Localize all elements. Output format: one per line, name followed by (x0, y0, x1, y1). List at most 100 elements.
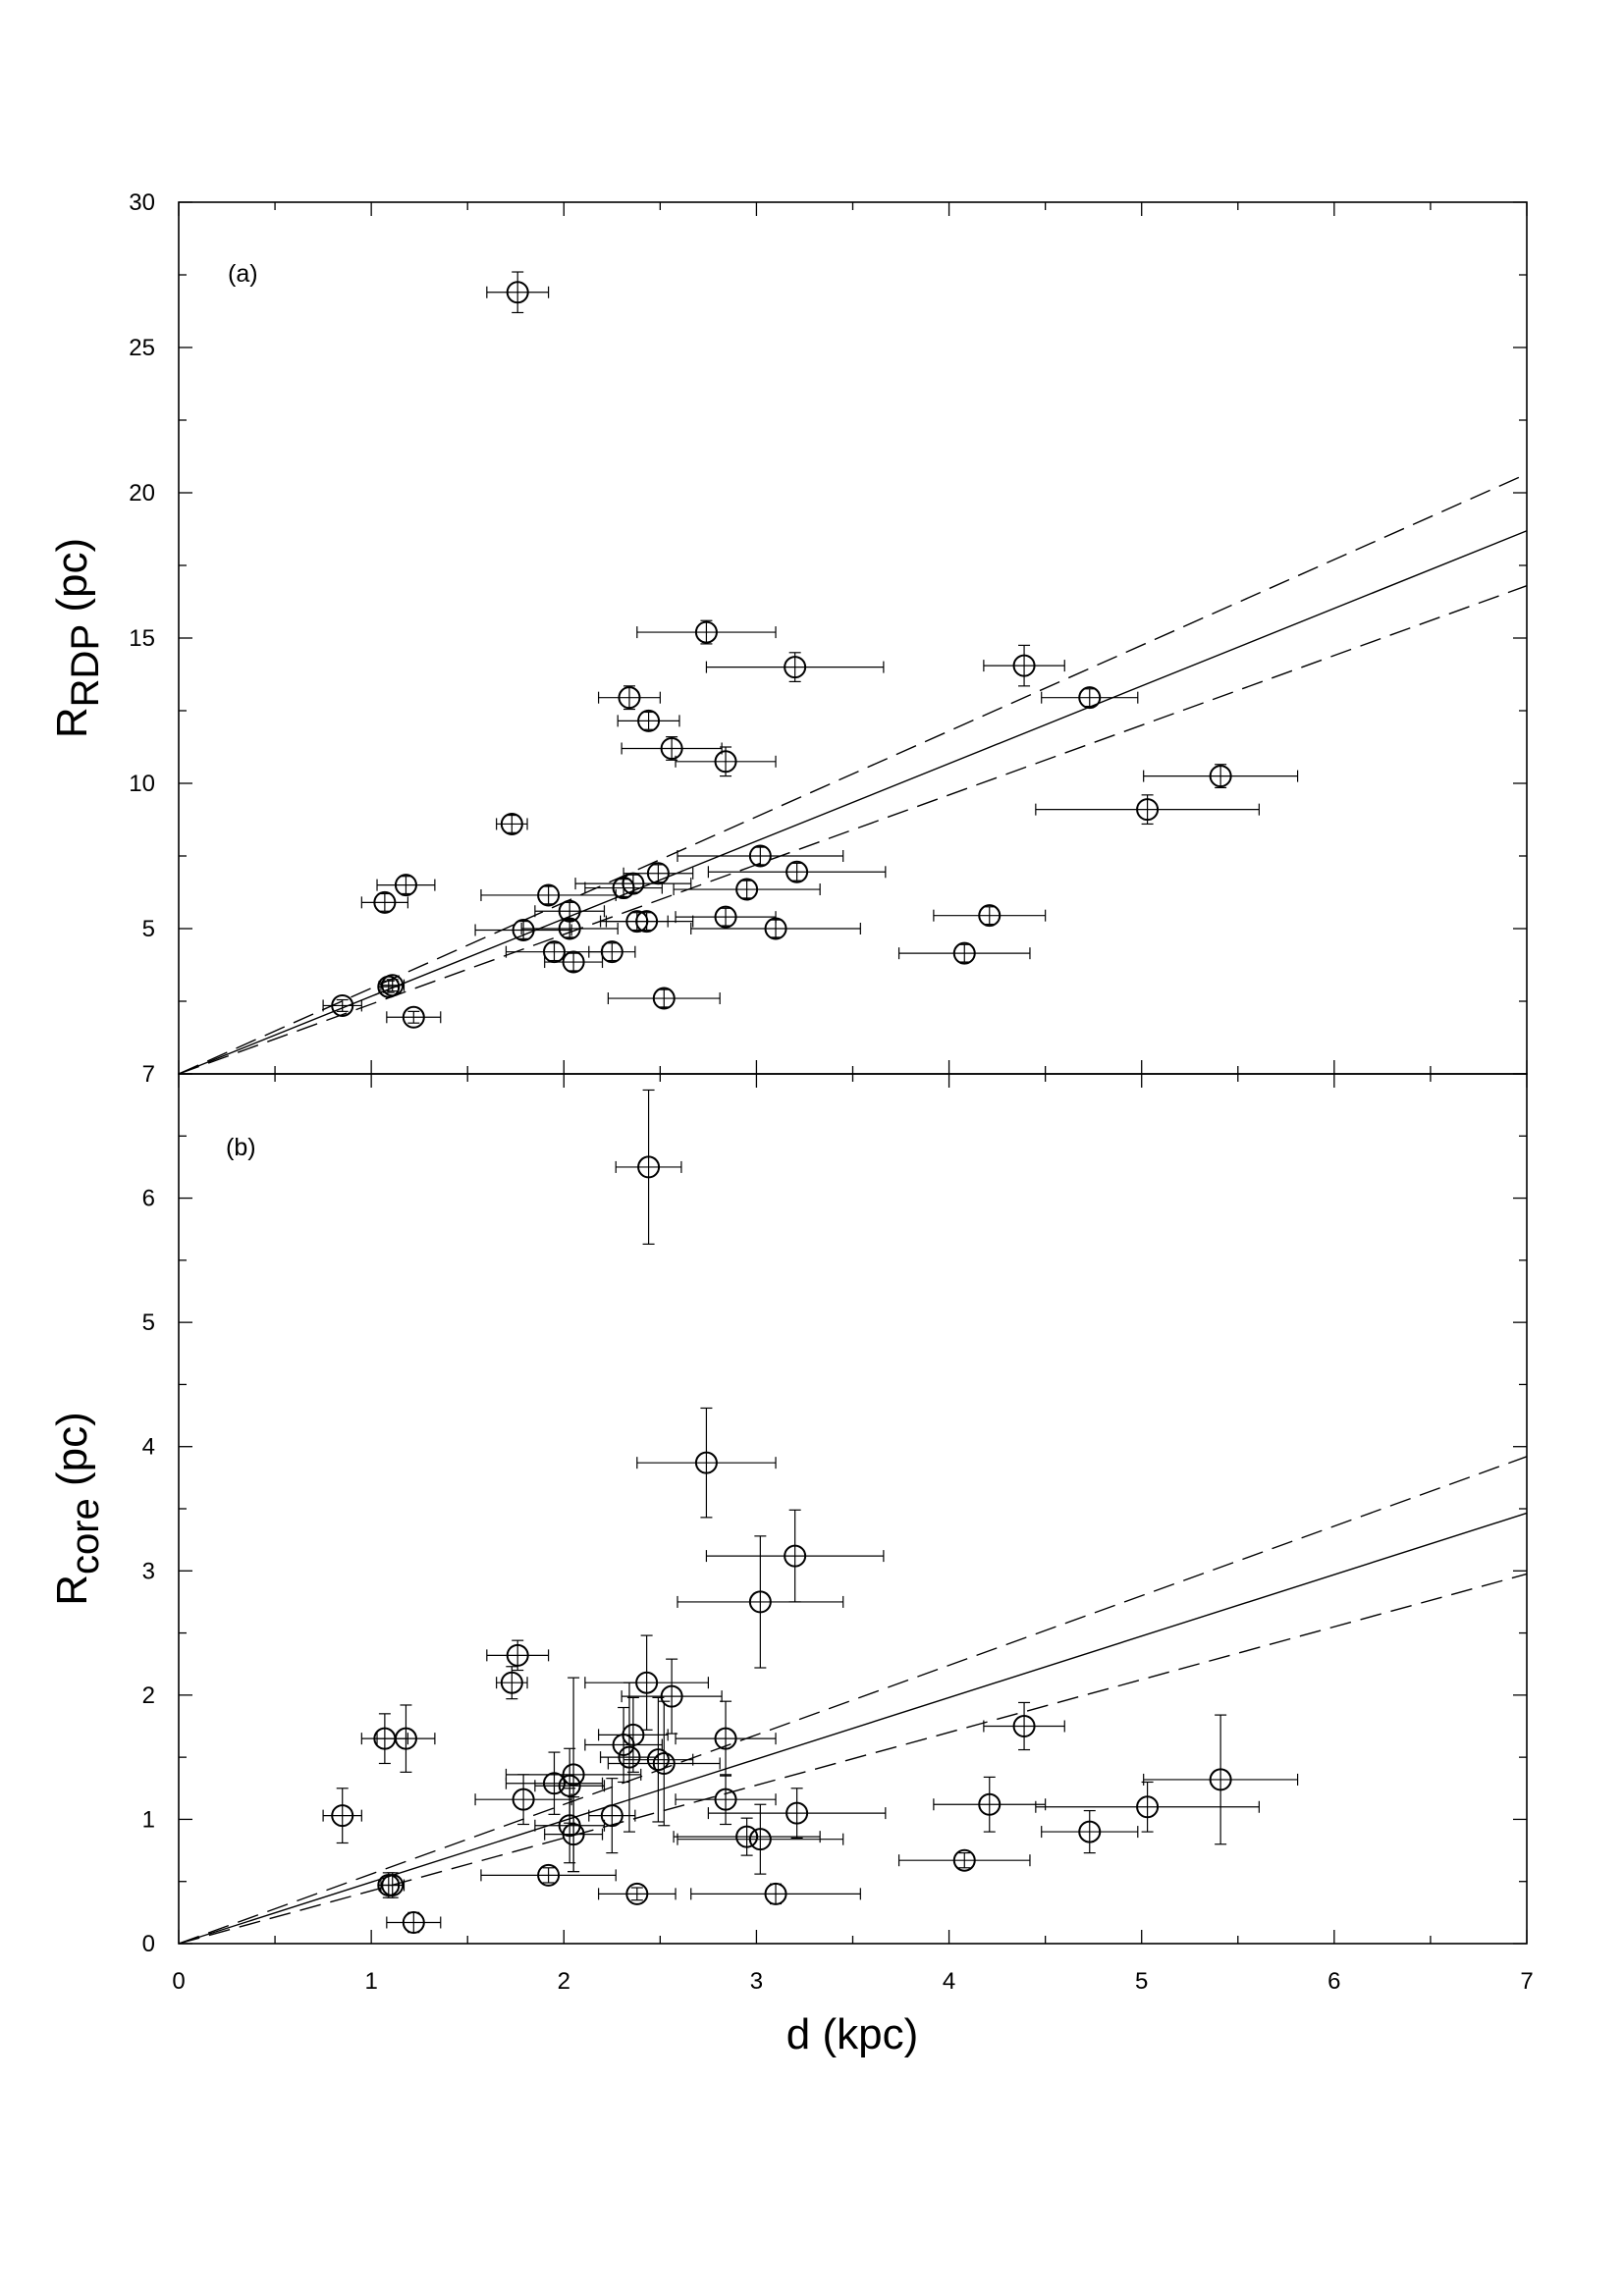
data-point (707, 860, 887, 883)
data-point-marker (1012, 1715, 1036, 1737)
data-point-marker (764, 917, 787, 940)
fit-line (178, 1512, 1528, 1945)
data-point-marker (562, 1763, 585, 1787)
data-point (544, 1796, 604, 1873)
data-point (673, 878, 821, 901)
data-point (607, 987, 721, 1010)
data-point-marker (1078, 686, 1102, 710)
data-point (322, 993, 362, 1017)
panel-a: (a) 7 5 10 15 20 25 30 RRDP (pc) (48, 189, 1528, 1088)
data-point (505, 1751, 604, 1815)
data-point-marker (377, 975, 401, 998)
data-point-marker (978, 904, 1001, 928)
data-point (534, 899, 606, 923)
y-tick-label: 10 (129, 771, 155, 797)
data-point-marker (748, 1590, 772, 1614)
data-point (380, 1872, 406, 1898)
data-point-marker (600, 1804, 623, 1828)
data-point (1143, 764, 1299, 789)
data-point (1143, 1714, 1299, 1845)
data-point-marker (952, 941, 976, 965)
data-point (623, 1696, 694, 1823)
data-point-marker (978, 1792, 1001, 1816)
data-point (597, 1696, 669, 1773)
x-axis-label: d (kpc) (786, 2010, 918, 2058)
data-point (377, 975, 401, 998)
data-point-marker (500, 1671, 523, 1694)
fit-upper-bound (178, 473, 1528, 1075)
data-point (376, 1704, 436, 1773)
data-point (607, 1700, 721, 1827)
data-point (621, 1658, 723, 1735)
data-point (705, 652, 885, 683)
data-point-marker (735, 878, 759, 901)
x-tick-label: 2 (558, 1968, 570, 1995)
data-point (520, 917, 619, 940)
data-point (690, 1882, 861, 1905)
data-point (597, 1882, 677, 1905)
data-point-marker (646, 1748, 670, 1772)
data-point (636, 619, 777, 645)
data-point-marker (714, 1788, 737, 1811)
data-point-marker (785, 1801, 809, 1825)
data-point (1041, 1809, 1139, 1854)
data-point (480, 883, 617, 907)
data-point-marker (694, 620, 718, 644)
data-point-marker (506, 1643, 529, 1667)
data-point (983, 644, 1065, 687)
x-tick-label: 4 (943, 1968, 955, 1995)
data-point-marker (562, 950, 585, 974)
panel-a-frame (178, 201, 1528, 1075)
data-point (486, 271, 550, 314)
data-point (707, 1788, 887, 1840)
data-point (544, 950, 604, 974)
data-point-marker (500, 812, 523, 835)
data-point (1035, 794, 1260, 826)
data-point (496, 812, 528, 835)
data-point (615, 1089, 682, 1246)
data-point-marker (1209, 765, 1232, 788)
data-point (636, 1407, 777, 1519)
data-point (505, 940, 604, 964)
data-point (597, 685, 661, 711)
data-point (496, 1666, 528, 1700)
data-point-marker (600, 940, 623, 964)
data-point (322, 1788, 362, 1844)
data-point-marker (622, 872, 645, 895)
data-point (360, 890, 409, 914)
y-tick-label: 30 (129, 189, 155, 216)
data-point-marker (402, 1005, 425, 1029)
data-point-marker (331, 993, 354, 1017)
data-point-marker (652, 1751, 676, 1775)
data-point-marker (784, 1544, 807, 1568)
data-point-marker (612, 877, 635, 900)
data-point-marker (784, 656, 807, 679)
panel-a-ticks: 7 5 10 15 20 25 30 (129, 189, 1528, 1088)
data-point-marker (1012, 654, 1036, 677)
panel-b-fit-lines (178, 1456, 1528, 1945)
data-point (386, 1910, 442, 1934)
data-point-marker (537, 1863, 561, 1887)
y-tick-label: 25 (129, 335, 155, 361)
data-point-marker (748, 844, 772, 868)
data-point (675, 905, 777, 929)
x-tick-label: 0 (172, 1968, 185, 1995)
y-tick-label: 6 (142, 1186, 155, 1212)
data-point (588, 1778, 636, 1854)
data-point (675, 1700, 777, 1777)
panel-b-data-points (322, 1089, 1299, 1934)
data-point (933, 904, 1047, 928)
data-point-marker (331, 1804, 354, 1828)
data-point-marker (618, 686, 641, 710)
data-point (1035, 1781, 1260, 1833)
data-point-marker (748, 1828, 772, 1851)
data-point (617, 709, 680, 732)
data-point-marker (373, 890, 397, 914)
data-point (474, 918, 572, 941)
data-point-marker (635, 910, 659, 934)
data-point (677, 844, 844, 868)
y-tick-label: 1 (142, 1806, 155, 1833)
data-point-marker (714, 905, 737, 929)
data-point-marker (512, 1788, 535, 1811)
data-point-marker (660, 736, 683, 760)
